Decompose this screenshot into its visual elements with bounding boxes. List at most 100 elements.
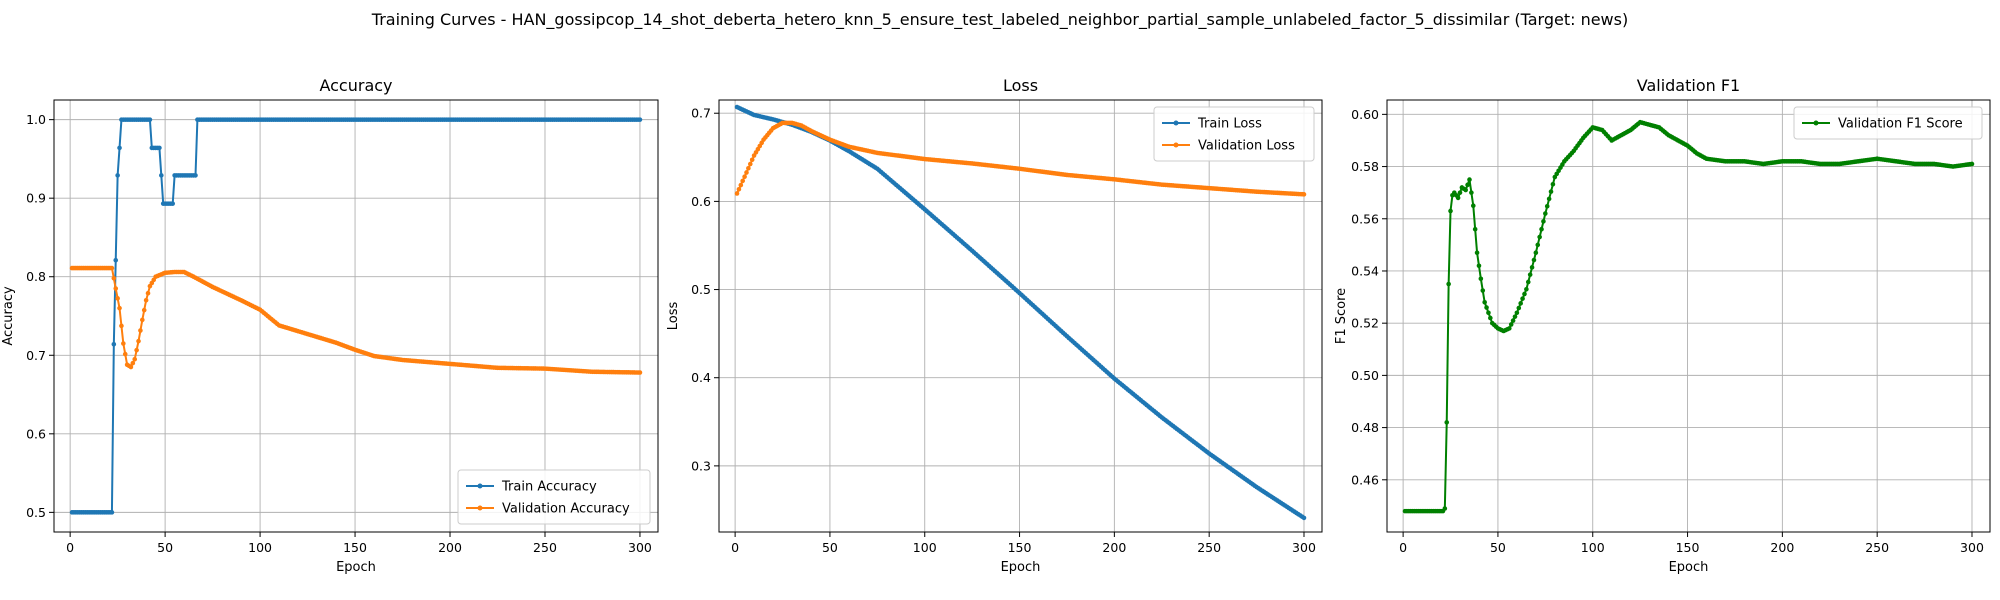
validation-f1-y-axis-label: F1 Score bbox=[1334, 288, 1349, 344]
validation-loss-point-9 bbox=[749, 157, 755, 163]
validation-f1-score-point-40 bbox=[1476, 263, 1482, 269]
validation-loss-point-4 bbox=[740, 178, 745, 184]
validation-f1-ytick-label: 0.52 bbox=[1351, 316, 1379, 331]
loss-ytick-label: 0.5 bbox=[691, 282, 711, 297]
validation-f1-score-point-56 bbox=[1507, 326, 1512, 331]
validation-accuracy-point-23 bbox=[111, 276, 117, 281]
loss-xtick-label: 0 bbox=[731, 540, 739, 555]
validation-f1-ytick-label: 0.60 bbox=[1351, 107, 1379, 122]
validation-accuracy-point-40 bbox=[143, 297, 149, 303]
validation-f1-ytick-label: 0.54 bbox=[1351, 263, 1379, 278]
validation-loss-legend-label: Validation Loss bbox=[1198, 139, 1295, 154]
accuracy-y-axis-label: Accuracy bbox=[1, 286, 16, 346]
accuracy-panel-title: Accuracy bbox=[319, 76, 392, 95]
train-accuracy-point-23 bbox=[111, 341, 117, 347]
validation-f1-panel-title: Validation F1 bbox=[1637, 76, 1740, 95]
validation-f1-score-point-66 bbox=[1525, 279, 1531, 285]
validation-f1-score-point-59 bbox=[1512, 314, 1518, 319]
validation-f1-score-point-79 bbox=[1550, 182, 1556, 187]
validation-f1-score-point-43 bbox=[1482, 300, 1487, 305]
loss-ytick-label: 0.6 bbox=[691, 194, 711, 209]
validation-f1-score-point-72 bbox=[1537, 234, 1542, 240]
validation-accuracy-point-25 bbox=[115, 296, 120, 301]
validation-f1-score-point-60 bbox=[1514, 310, 1520, 316]
accuracy-axes-frame bbox=[53, 99, 659, 533]
validation-accuracy-point-41 bbox=[145, 290, 151, 296]
validation-f1-xtick-label: 100 bbox=[1581, 540, 1605, 555]
loss-ytick-label: 0.4 bbox=[691, 370, 711, 385]
validation-loss-markers bbox=[734, 120, 1307, 197]
legend-box bbox=[1153, 106, 1315, 162]
validation-f1-ytick-label: 0.58 bbox=[1351, 159, 1379, 174]
validation-accuracy-line bbox=[72, 267, 640, 374]
validation-f1-panel: 0 50 100 150 200 250 300 0.46 0.48 0.50 0.52 0.54 0.… bbox=[1334, 76, 1991, 575]
validation-loss-point-300 bbox=[1301, 192, 1307, 197]
validation-f1-score-point-38 bbox=[1472, 226, 1478, 232]
validation-f1-score-point-69 bbox=[1531, 257, 1537, 263]
legend-box bbox=[1793, 106, 1983, 140]
accuracy-ytick-label: 0.7 bbox=[26, 348, 46, 363]
train-accuracy-markers bbox=[69, 117, 643, 515]
validation-f1-score-point-25 bbox=[1448, 208, 1453, 214]
accuracy-panel: 0 50 100 150 200 250 300 0.5 0.6 0.7 0.8 0.9 1.0 Accu… bbox=[1, 76, 659, 575]
validation-f1-score-point-77 bbox=[1546, 196, 1552, 202]
validation-f1-score-point-44 bbox=[1484, 305, 1489, 310]
validation-loss-point-6 bbox=[744, 170, 749, 175]
loss-ytick-label: 0.7 bbox=[691, 106, 711, 121]
validation-loss-point-3 bbox=[738, 182, 744, 188]
train-accuracy-point-300 bbox=[637, 117, 643, 122]
train-accuracy-point-66 bbox=[193, 173, 198, 178]
train-loss-point-300 bbox=[1301, 515, 1307, 521]
validation-f1-score-point-68 bbox=[1529, 265, 1535, 270]
validation-accuracy-point-37 bbox=[138, 328, 143, 333]
validation-f1-axes-frame bbox=[1386, 99, 1991, 533]
validation-loss-point-2 bbox=[736, 186, 742, 192]
accuracy-xtick-label: 150 bbox=[343, 540, 367, 555]
validation-accuracy-point-32 bbox=[128, 364, 134, 370]
validation-accuracy-point-38 bbox=[140, 317, 145, 323]
validation-f1-score-point-42 bbox=[1480, 288, 1486, 293]
train-accuracy-point-54 bbox=[170, 201, 176, 206]
accuracy-ytick-label: 1.0 bbox=[26, 112, 46, 127]
train-accuracy-point-42 bbox=[147, 117, 153, 122]
validation-accuracy-markers bbox=[69, 265, 643, 375]
train-loss-markers bbox=[734, 104, 1307, 521]
accuracy-ytick-label: 0.5 bbox=[26, 505, 46, 520]
validation-f1-score-point-41 bbox=[1478, 276, 1484, 282]
validation-accuracy-point-26 bbox=[117, 305, 122, 311]
validation-f1-score-point-35 bbox=[1467, 177, 1472, 182]
validation-accuracy-legend-marker bbox=[477, 505, 483, 511]
loss-ytick-label: 0.3 bbox=[691, 458, 711, 473]
validation-f1-score-point-76 bbox=[1544, 203, 1550, 209]
validation-f1-score-point-29 bbox=[1455, 195, 1461, 201]
train-accuracy-point-47 bbox=[157, 145, 162, 151]
validation-f1-score-point-36 bbox=[1469, 190, 1474, 195]
validation-f1-score-point-75 bbox=[1543, 211, 1548, 216]
validation-accuracy-point-29 bbox=[122, 351, 128, 357]
validation-f1-score-markers bbox=[1402, 119, 1975, 514]
validation-f1-xtick-label: 300 bbox=[1960, 540, 1984, 555]
accuracy-xtick-label: 100 bbox=[248, 540, 272, 555]
accuracy-ytick-label: 0.6 bbox=[26, 426, 46, 441]
validation-accuracy-point-27 bbox=[119, 323, 124, 329]
train-accuracy-point-26 bbox=[117, 145, 122, 151]
validation-accuracy-point-39 bbox=[141, 307, 147, 313]
validation-f1-ytick-label: 0.56 bbox=[1351, 211, 1379, 226]
accuracy-ytick-label: 0.9 bbox=[26, 191, 46, 206]
validation-f1-score-point-62 bbox=[1518, 301, 1523, 306]
validation-loss-point-7 bbox=[746, 165, 751, 171]
validation-f1-score-point-34 bbox=[1465, 182, 1470, 188]
validation-f1-score-point-30 bbox=[1457, 190, 1463, 195]
accuracy-xtick-label: 200 bbox=[438, 540, 462, 555]
loss-panel-title: Loss bbox=[1003, 76, 1038, 95]
validation-f1-score-point-65 bbox=[1524, 286, 1529, 292]
validation-f1-score-point-39 bbox=[1474, 250, 1480, 255]
validation-accuracy-point-36 bbox=[136, 338, 141, 344]
train-accuracy-point-25 bbox=[115, 173, 120, 178]
loss-y-axis-label: Loss bbox=[666, 302, 681, 331]
validation-loss-point-5 bbox=[742, 174, 747, 179]
loss-axes-frame bbox=[718, 99, 1323, 533]
validation-f1-score-point-74 bbox=[1541, 219, 1546, 224]
train-accuracy-line bbox=[72, 118, 640, 514]
validation-f1-legend: Validation F1 Score bbox=[1793, 106, 1983, 140]
